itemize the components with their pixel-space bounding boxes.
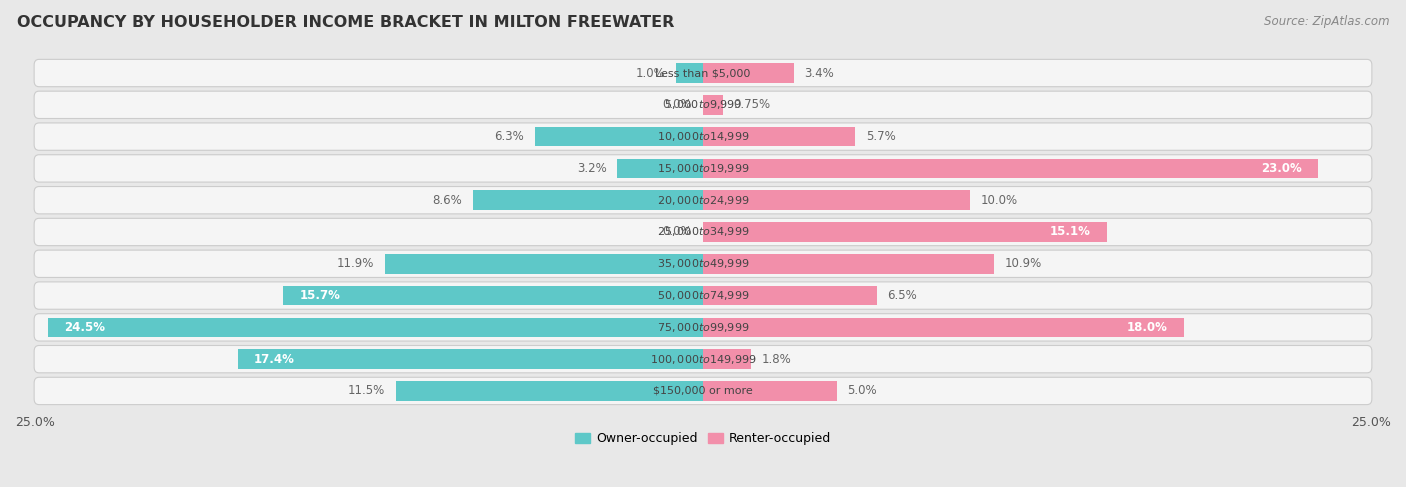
FancyBboxPatch shape (34, 345, 1372, 373)
Text: 1.8%: 1.8% (762, 353, 792, 366)
Bar (703, 254, 994, 274)
Bar (284, 286, 703, 305)
Text: 10.9%: 10.9% (1005, 257, 1042, 270)
Bar (703, 318, 1184, 337)
Text: $20,000 to $24,999: $20,000 to $24,999 (657, 194, 749, 206)
Legend: Owner-occupied, Renter-occupied: Owner-occupied, Renter-occupied (569, 427, 837, 450)
Text: $25,000 to $34,999: $25,000 to $34,999 (657, 225, 749, 239)
Text: $100,000 to $149,999: $100,000 to $149,999 (650, 353, 756, 366)
FancyBboxPatch shape (34, 282, 1372, 309)
Text: $50,000 to $74,999: $50,000 to $74,999 (657, 289, 749, 302)
Text: OCCUPANCY BY HOUSEHOLDER INCOME BRACKET IN MILTON FREEWATER: OCCUPANCY BY HOUSEHOLDER INCOME BRACKET … (17, 15, 675, 30)
Text: $150,000 or more: $150,000 or more (654, 386, 752, 396)
Bar (238, 349, 703, 369)
Bar (534, 127, 703, 147)
Bar (48, 318, 703, 337)
Text: 0.75%: 0.75% (734, 98, 770, 112)
Text: $10,000 to $14,999: $10,000 to $14,999 (657, 130, 749, 143)
Text: Source: ZipAtlas.com: Source: ZipAtlas.com (1264, 15, 1389, 28)
Bar (385, 254, 703, 274)
Text: $75,000 to $99,999: $75,000 to $99,999 (657, 321, 749, 334)
Text: 11.9%: 11.9% (337, 257, 374, 270)
Bar (703, 349, 751, 369)
FancyBboxPatch shape (34, 59, 1372, 87)
FancyBboxPatch shape (34, 155, 1372, 182)
FancyBboxPatch shape (34, 187, 1372, 214)
Text: 3.4%: 3.4% (804, 67, 834, 79)
Text: Less than $5,000: Less than $5,000 (655, 68, 751, 78)
Text: 15.1%: 15.1% (1050, 225, 1091, 239)
FancyBboxPatch shape (34, 377, 1372, 405)
Bar (703, 127, 855, 147)
Bar (474, 190, 703, 210)
Bar (676, 63, 703, 83)
FancyBboxPatch shape (34, 91, 1372, 118)
Text: $15,000 to $19,999: $15,000 to $19,999 (657, 162, 749, 175)
Bar (703, 95, 723, 114)
Text: 17.4%: 17.4% (254, 353, 295, 366)
Text: $35,000 to $49,999: $35,000 to $49,999 (657, 257, 749, 270)
Text: 10.0%: 10.0% (981, 194, 1018, 206)
FancyBboxPatch shape (34, 314, 1372, 341)
Text: 1.0%: 1.0% (636, 67, 665, 79)
Text: $5,000 to $9,999: $5,000 to $9,999 (664, 98, 742, 112)
Text: 0.0%: 0.0% (662, 98, 692, 112)
Bar (703, 190, 970, 210)
Bar (703, 159, 1317, 178)
Text: 15.7%: 15.7% (299, 289, 340, 302)
Text: 11.5%: 11.5% (347, 384, 385, 397)
Bar (617, 159, 703, 178)
FancyBboxPatch shape (34, 123, 1372, 150)
Text: 24.5%: 24.5% (65, 321, 105, 334)
FancyBboxPatch shape (34, 218, 1372, 245)
Text: 6.5%: 6.5% (887, 289, 917, 302)
Text: 3.2%: 3.2% (576, 162, 607, 175)
Text: 18.0%: 18.0% (1128, 321, 1168, 334)
Text: 23.0%: 23.0% (1261, 162, 1302, 175)
Bar (703, 381, 837, 401)
Bar (395, 381, 703, 401)
Text: 5.0%: 5.0% (848, 384, 877, 397)
Text: 0.0%: 0.0% (662, 225, 692, 239)
Text: 8.6%: 8.6% (433, 194, 463, 206)
Bar (703, 63, 794, 83)
Bar (703, 222, 1107, 242)
Text: 5.7%: 5.7% (866, 130, 896, 143)
FancyBboxPatch shape (34, 250, 1372, 278)
Text: 6.3%: 6.3% (495, 130, 524, 143)
Bar (703, 286, 877, 305)
